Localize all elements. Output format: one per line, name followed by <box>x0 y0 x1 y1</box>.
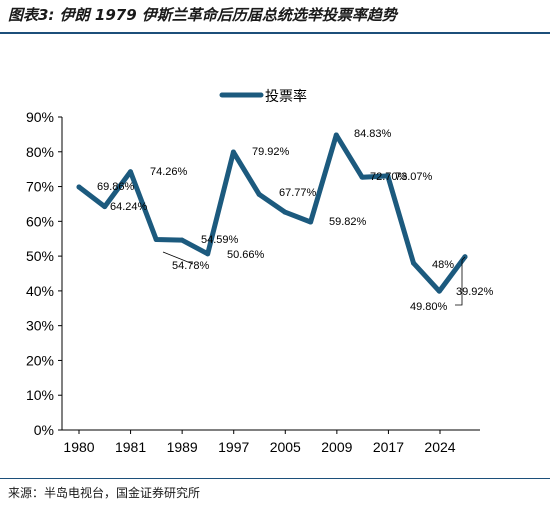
data-point <box>205 251 211 257</box>
data-label: 67.77% <box>279 187 317 199</box>
data-point <box>282 209 288 215</box>
data-label: 74.26% <box>150 166 188 178</box>
source-note: 来源：半岛电视台，国金证券研究所 <box>8 486 201 500</box>
data-point <box>333 132 339 138</box>
leader-line <box>162 251 194 265</box>
y-tick-label: 10% <box>26 387 54 403</box>
series-line-turnout <box>76 132 468 294</box>
y-tick-label: 40% <box>26 283 54 299</box>
data-point <box>436 288 442 294</box>
leader-line <box>455 256 466 306</box>
x-tick-label: 1981 <box>115 439 146 455</box>
title-divider <box>0 32 550 34</box>
x-tick-label: 1980 <box>63 439 94 455</box>
y-tick-label: 70% <box>26 179 54 195</box>
legend-label: 投票率 <box>265 88 307 105</box>
y-tick-label: 80% <box>26 144 54 160</box>
data-point <box>179 237 185 243</box>
data-point <box>127 169 133 175</box>
x-tick-label: 2005 <box>270 439 301 455</box>
x-tick-label: 1989 <box>167 439 198 455</box>
data-label: 69.86% <box>97 181 135 193</box>
data-point <box>102 204 108 210</box>
data-point <box>230 149 236 155</box>
x-tick-label: 2009 <box>321 439 352 455</box>
y-tick-label: 90% <box>26 109 54 125</box>
data-point <box>256 191 262 197</box>
data-label: 39.92% <box>456 286 494 298</box>
x-tick-label: 1997 <box>218 439 249 455</box>
data-label: 64.24% <box>110 201 148 213</box>
data-label: 49.80% <box>410 301 448 313</box>
y-tick-label: 0% <box>34 422 54 438</box>
chart-title: 图表3: 伊朗 1979 伊斯兰革命后历届总统选举投票率趋势 <box>8 6 397 24</box>
y-tick-label: 50% <box>26 248 54 264</box>
data-point <box>308 219 314 225</box>
data-label: 84.83% <box>354 128 392 140</box>
data-label: 79.92% <box>252 146 290 158</box>
data-point <box>385 173 391 179</box>
y-tick-label: 60% <box>26 213 54 229</box>
data-label: 72.70% <box>370 171 408 183</box>
data-label: 54.78% <box>172 260 210 272</box>
y-tick-label: 20% <box>26 352 54 368</box>
turnout-line-chart: 0% 10% 20% 30% 40% 50% 60% 70% 80% 90% 1980 1981 198… <box>26 88 494 455</box>
data-point <box>153 236 159 242</box>
data-point <box>411 260 417 266</box>
data-label: 59.82% <box>329 216 367 228</box>
x-tick-label: 2024 <box>424 439 455 455</box>
y-tick-label: 30% <box>26 318 54 334</box>
data-point <box>76 184 82 190</box>
data-label: 48% <box>432 259 454 271</box>
data-label: 54.59% <box>201 234 239 246</box>
x-tick-label: 2017 <box>373 439 404 455</box>
data-label: 73.07% <box>395 171 433 183</box>
data-point <box>359 174 365 180</box>
footer-divider <box>0 478 550 479</box>
data-label: 50.66% <box>227 249 265 261</box>
